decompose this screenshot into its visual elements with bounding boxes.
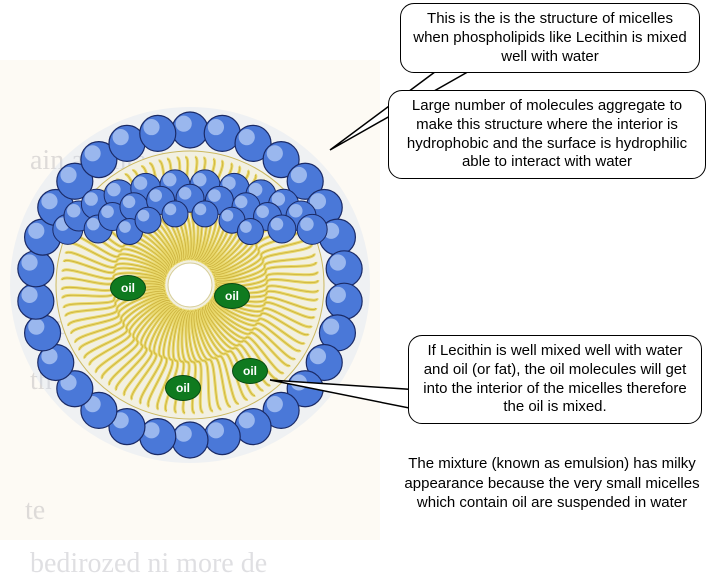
bg-text-fragment: bedirozed ni more de	[30, 548, 267, 580]
callout-lower: If Lecithin is well mixed well with wate…	[408, 335, 702, 424]
callout-top: This is the is the structure of micelles…	[400, 3, 700, 73]
oil-label-0: oil	[110, 275, 146, 301]
micelle-svg	[0, 55, 390, 515]
micelle-diagram	[0, 55, 380, 505]
oil-label-3: oil	[232, 358, 268, 384]
oil-label-2: oil	[165, 375, 201, 401]
callout-middle: Large number of molecules aggregate to m…	[388, 90, 706, 179]
oil-label-1: oil	[214, 283, 250, 309]
text-bottom: The mixture (known as emulsion) has milk…	[395, 450, 709, 517]
